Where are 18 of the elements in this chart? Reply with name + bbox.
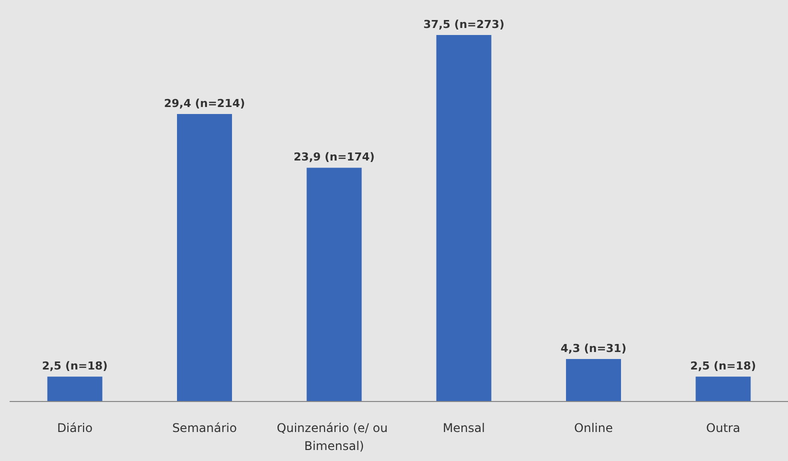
x-tick-label: Diário (57, 421, 93, 435)
bar (306, 168, 362, 401)
data-label: 2,5 (n=18) (690, 360, 756, 373)
data-label: 2,5 (n=18) (42, 360, 108, 373)
x-tick-label: Quinzenário (e/ ou Bimensal) (276, 421, 392, 453)
bar (696, 376, 751, 401)
bar (177, 114, 232, 401)
x-tick-label: Mensal (442, 421, 485, 435)
data-label: 29,4 (n=214) (164, 97, 246, 110)
data-label: 37,5 (n=273) (423, 18, 504, 31)
bar (566, 359, 621, 401)
data-label: 23,9 (n=174) (294, 150, 375, 164)
x-tick-label: Semanário (172, 421, 237, 435)
x-tick-label: Outra (706, 421, 740, 435)
data-label: 4,3 (n=31) (560, 342, 626, 356)
bar (47, 376, 102, 401)
bar (436, 35, 492, 401)
x-tick-label: Online (574, 421, 613, 435)
